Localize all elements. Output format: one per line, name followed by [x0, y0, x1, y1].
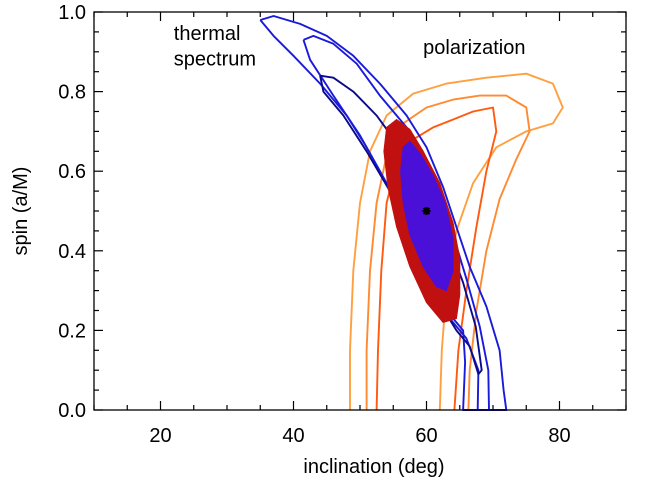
y-axis-label: spin (a/M)	[10, 167, 32, 256]
contour-layer	[259, 15, 564, 411]
thermal-contour-outer	[259, 15, 508, 411]
annotation-thermal: thermal	[174, 23, 241, 45]
annotation-spectrum: spectrum	[174, 49, 256, 71]
y-tick-label: 1.0	[58, 2, 86, 24]
marker-layer	[422, 207, 431, 215]
y-tick-label: 0.8	[58, 82, 86, 104]
x-axis-label: inclination (deg)	[303, 456, 444, 478]
thermal-contour-fill	[400, 140, 454, 292]
x-tick-label: 60	[415, 425, 437, 447]
y-tick-label: 0.2	[58, 320, 86, 342]
x-tick-label: 40	[282, 425, 304, 447]
x-tick-label: 80	[548, 425, 570, 447]
x-tick-label: 20	[149, 425, 171, 447]
annotation-polarization: polarization	[423, 37, 525, 59]
tick-label-layer: 20 40 60 80 0.0 0.2 0.4 0.6 0.8 1.0	[58, 2, 570, 447]
y-tick-label: 0.4	[58, 241, 86, 263]
y-tick-label: 0.6	[58, 161, 86, 183]
y-tick-label: 0.0	[58, 400, 86, 422]
tick-layer	[93, 11, 627, 411]
polarization-contour-inner	[375, 106, 498, 411]
polarization-contour-mid	[365, 94, 531, 411]
polarization-contour-outer	[349, 72, 564, 411]
annotation-layer: thermal spectrum polarization	[174, 23, 526, 71]
best-fit-marker	[422, 207, 431, 215]
